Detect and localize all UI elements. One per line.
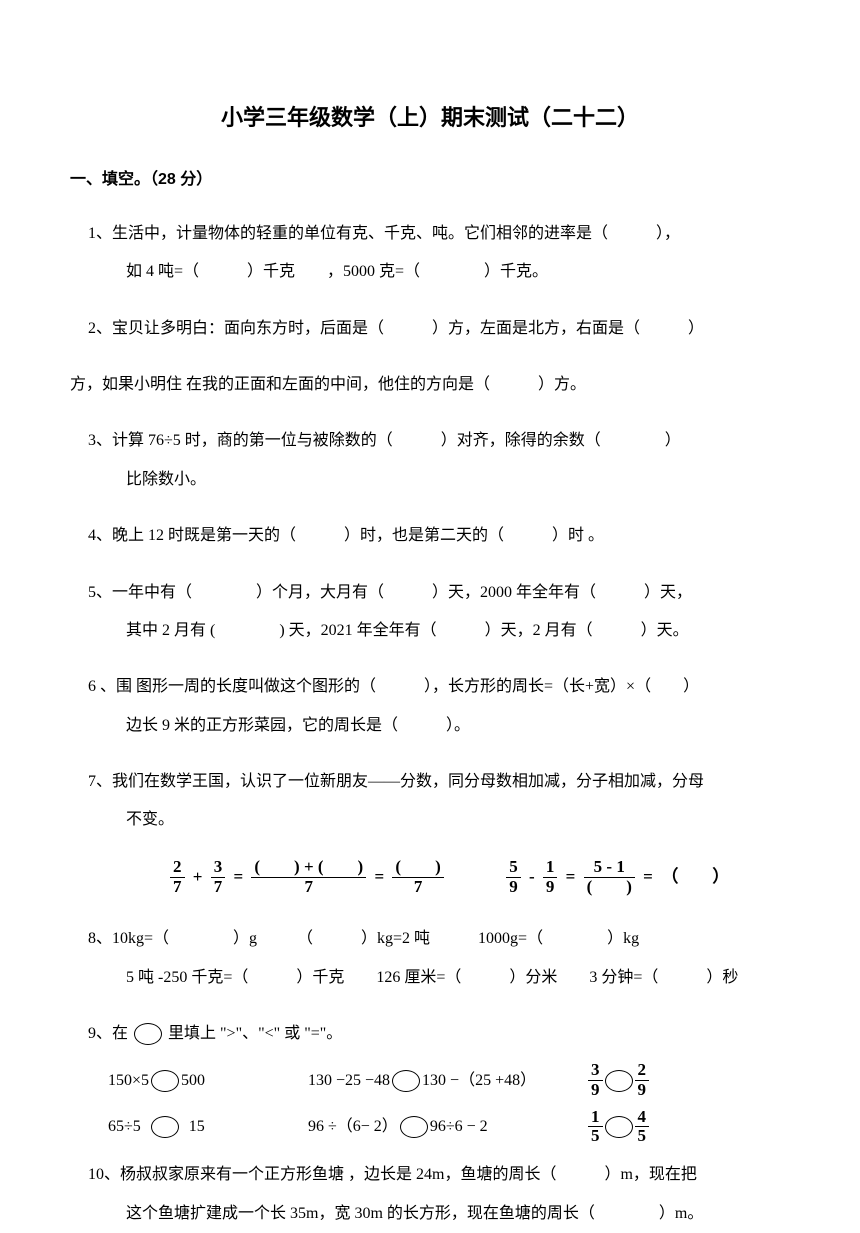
q7-equation: 27 + 37 = ( ) + ( )7 = ( )7 59 - 19 = 5 …	[70, 858, 790, 896]
question-9: 9、在 里填上 ">"、"<" 或 "="。	[70, 1015, 790, 1053]
question-6: 6 、围 图形一周的长度叫做这个图形的（ ），长方形的周长=（长+宽）×（ ） …	[70, 668, 790, 745]
frac-1-9: 19	[543, 858, 558, 896]
question-3: 3、计算 76÷5 时，商的第一位与被除数的（ ）对齐，除得的余数（ ） 比除数…	[70, 422, 790, 499]
q5-line2: 其中 2 月有 ( ) 天，2021 年全年有（ ）天，2 月有（ ）天。	[88, 612, 790, 650]
q9-r1c2: 130 −25 −48 130 −（25 +48）	[308, 1068, 588, 1094]
frac-result-7: ( )7	[392, 858, 443, 896]
question-2: 2、宝贝让多明白：面向东方时，后面是（ ）方，左面是北方，右面是（ ）	[70, 310, 790, 348]
equals-sign: =	[233, 863, 243, 890]
frac-5-9: 59	[506, 858, 521, 896]
q2-line1: 2、宝贝让多明白：面向东方时，后面是（ ）方，左面是北方，右面是（ ）	[88, 310, 790, 348]
circle-icon	[151, 1070, 179, 1092]
q9-r2c1: 65÷5 15	[108, 1114, 308, 1140]
q9-row1: 150×5 500 130 −25 −48 130 −（25 +48） 39 2…	[108, 1061, 790, 1099]
page-title: 小学三年级数学（上）期末测试（二十二）	[70, 100, 790, 135]
circle-icon	[392, 1070, 420, 1092]
q10-line2: 这个鱼塘扩建成一个长 35m，宽 30m 的长方形，现在鱼塘的周长（ ）m。	[88, 1195, 790, 1233]
q8-line1: 8、10kg=（ ）g （ ）kg=2 吨 1000g=（ ）kg	[88, 920, 790, 958]
q9-r2c2: 96 ÷（6− 2） 96÷6 − 2	[308, 1114, 588, 1140]
q6-line1: 6 、围 图形一周的长度叫做这个图形的（ ），长方形的周长=（长+宽）×（ ）	[88, 668, 790, 706]
equals-sign: =	[374, 863, 384, 890]
equals-sign: =	[566, 863, 576, 890]
equals-tail: = （ ）	[643, 863, 729, 890]
q9-r1c1: 150×5 500	[108, 1068, 308, 1094]
q5-line1: 5、一年中有（ ）个月，大月有（ ）天，2000 年全年有（ ）天，	[88, 574, 790, 612]
circle-icon	[134, 1023, 162, 1045]
circle-icon	[151, 1116, 179, 1138]
question-1: 1、生活中，计量物体的轻重的单位有克、千克、吨。它们相邻的进率是（ ）， 如 4…	[70, 215, 790, 292]
q10-line1: 10、杨叔叔家原来有一个正方形鱼塘 ，边长是 24m，鱼塘的周长（ ）m，现在把	[88, 1156, 790, 1194]
q9-header-text2: 里填上 ">"、"<" 或 "="。	[168, 1025, 342, 1042]
q8-line2: 5 吨 -250 千克=（ ）千克 126 厘米=（ ）分米 3 分钟=（ ）秒	[88, 959, 790, 997]
question-4: 4、晚上 12 时既是第一天的（ ）时，也是第二天的（ ）时 。	[70, 517, 790, 555]
section-1-header: 一、填空。（28 分）	[70, 167, 790, 193]
q7-line1: 7、我们在数学王国，认识了一位新朋友——分数，同分母数相加减，分子相加减，分母	[88, 763, 790, 801]
frac-blank-7: ( ) + ( )7	[251, 858, 366, 896]
q1-line1: 1、生活中，计量物体的轻重的单位有克、千克、吨。它们相邻的进率是（ ），	[88, 215, 790, 253]
q3-line2: 比除数小。	[88, 461, 790, 499]
circle-icon	[400, 1116, 428, 1138]
frac-3-7: 37	[211, 858, 226, 896]
q9-header-text: 9、在	[88, 1025, 128, 1042]
q2-line2: 方，如果小明住 在我的正面和左面的中间，他住的方向是（ ）方。	[70, 366, 790, 404]
question-7: 7、我们在数学王国，认识了一位新朋友——分数，同分母数相加减，分子相加减，分母 …	[70, 763, 790, 840]
plus-sign: +	[193, 863, 203, 890]
frac-2-7: 27	[170, 858, 185, 896]
q9-r2c3: 15 45	[588, 1108, 649, 1146]
circle-icon	[605, 1116, 633, 1138]
q9-grid: 150×5 500 130 −25 −48 130 −（25 +48） 39 2…	[70, 1061, 790, 1146]
q1-line2: 如 4 吨=（ ）千克 ，5000 克=（ ）千克。	[88, 253, 790, 291]
q7-line2: 不变。	[88, 801, 790, 839]
q6-line2: 边长 9 米的正方形菜园，它的周长是（ ）。	[88, 707, 790, 745]
circle-icon	[605, 1070, 633, 1092]
q9-r1c3: 39 29	[588, 1061, 649, 1099]
question-5: 5、一年中有（ ）个月，大月有（ ）天，2000 年全年有（ ）天， 其中 2 …	[70, 574, 790, 651]
q9-row2: 65÷5 15 96 ÷（6− 2） 96÷6 − 2 15 45	[108, 1108, 790, 1146]
minus-sign: -	[529, 863, 535, 890]
question-8: 8、10kg=（ ）g （ ）kg=2 吨 1000g=（ ）kg 5 吨 -2…	[70, 920, 790, 997]
frac-5minus1: 5 - 1( )	[584, 858, 635, 896]
question-10: 10、杨叔叔家原来有一个正方形鱼塘 ，边长是 24m，鱼塘的周长（ ）m，现在把…	[70, 1156, 790, 1233]
q3-line1: 3、计算 76÷5 时，商的第一位与被除数的（ ）对齐，除得的余数（ ）	[88, 422, 790, 460]
